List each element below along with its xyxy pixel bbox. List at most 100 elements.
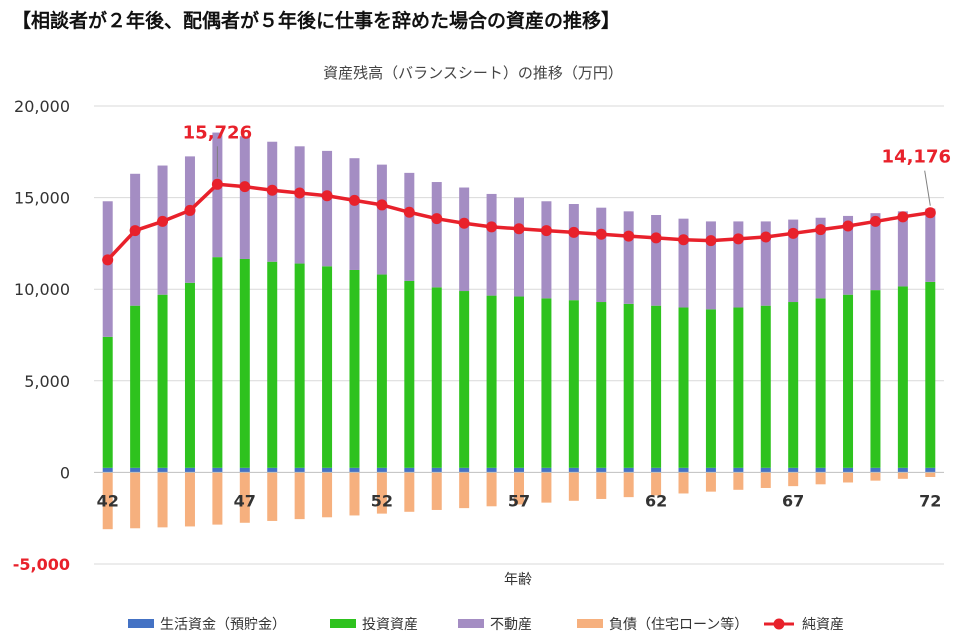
value-callouts: 15,726 14,176 [183, 122, 951, 206]
legend-swatch-real_estate [458, 619, 484, 628]
bar-segment-cash [733, 467, 744, 473]
bar-segment-debt [102, 472, 113, 530]
bar-segment-debt [897, 472, 908, 479]
bar-segment-cash [705, 467, 716, 473]
net-assets-point [678, 234, 690, 246]
bar-segment-debt [184, 472, 195, 527]
net-assets-point [129, 225, 141, 237]
bar-segment-debt [925, 472, 936, 477]
bar-segment-investment [897, 286, 908, 468]
bar-segment-debt [733, 472, 744, 490]
net-assets-point [184, 204, 196, 216]
net-assets-point [403, 206, 415, 218]
bar-segment-debt [541, 472, 552, 503]
bar-segment-investment [623, 303, 634, 468]
legend-label: 負債（住宅ローン等） [609, 616, 748, 633]
bar-segment-cash [322, 467, 333, 473]
bar-segment-cash [541, 467, 552, 473]
net-assets-point [595, 228, 607, 240]
net-assets-point [157, 215, 169, 227]
bar-segment-real_estate [486, 193, 497, 296]
bar-segment-real_estate [514, 197, 524, 297]
legend-label: 純資産 [802, 617, 844, 633]
net-assets-point [924, 207, 936, 219]
net-assets-point [266, 184, 278, 196]
bar-segment-investment [184, 282, 195, 468]
bar-segment-debt [349, 472, 360, 516]
legend-swatch-marker [773, 618, 785, 630]
bar-segment-cash [157, 467, 168, 473]
bar-segment-real_estate [623, 211, 634, 304]
bar-segment-real_estate [349, 158, 360, 270]
bar-segment-debt [596, 472, 607, 499]
bar-segment-investment [102, 336, 113, 468]
bar-segment-cash [376, 467, 387, 473]
bar-segment-cash [760, 467, 771, 473]
bar-segment-cash [623, 467, 634, 473]
bar-segment-debt [760, 472, 771, 488]
bar-segment-real_estate [376, 164, 387, 275]
bar-segment-investment [239, 258, 250, 468]
bar-segment-debt [239, 472, 250, 523]
net-assets-point [321, 190, 333, 202]
bar-segment-real_estate [870, 213, 881, 291]
x-axis-age-ticks: 42 47 52 57 62 67 72 [97, 491, 942, 510]
net-assets-point [732, 233, 744, 245]
bar-segment-cash [184, 467, 195, 473]
bar-segment-debt [514, 472, 524, 505]
bar-segment-real_estate [760, 221, 771, 306]
bar-segment-real_estate [815, 217, 826, 299]
chart-title: 資産残高（バランスシート）の推移（万円） [323, 64, 623, 82]
bar-segment-cash [294, 467, 305, 473]
y-tick-label: 20,000 [14, 97, 70, 116]
bar-segment-investment [157, 294, 168, 468]
bar-segment-cash [870, 467, 881, 473]
x-tick-label: 57 [508, 491, 530, 510]
bar-segment-cash [788, 467, 799, 473]
net-assets-point [211, 178, 223, 190]
page-heading: 【相談者が２年後、配偶者が５年後に仕事を辞めた場合の資産の推移】 [12, 10, 621, 32]
bar-segment-debt [788, 472, 799, 487]
bar-segment-real_estate [157, 165, 168, 295]
bar-segment-cash [925, 467, 936, 473]
bar-segment-investment [788, 302, 799, 468]
x-tick-label: 67 [782, 491, 804, 510]
bar-segment-cash [651, 467, 662, 473]
bar-segment-debt [376, 472, 387, 514]
bar-segment-investment [733, 307, 744, 468]
bar-segment-real_estate [788, 219, 799, 303]
net-assets-point [540, 225, 552, 237]
bar-segment-cash [404, 467, 415, 473]
bar-segment-investment [843, 294, 854, 468]
bar-segment-debt [459, 472, 470, 509]
bar-segment-investment [705, 309, 716, 468]
bar-segment-investment [760, 305, 771, 468]
bar-segment-investment [486, 295, 497, 468]
net-assets-point [376, 199, 388, 211]
bar-segment-debt [212, 472, 223, 525]
bar-segment-investment [376, 274, 387, 468]
bar-segment-real_estate [130, 173, 141, 306]
legend-label: 投資資産 [362, 617, 418, 633]
bar-segment-real_estate [925, 208, 936, 282]
bar-segment-real_estate [431, 182, 442, 288]
x-tick-label: 72 [919, 491, 941, 510]
bar-segment-investment [212, 257, 223, 468]
y-tick-label: 15,000 [14, 189, 70, 208]
bar-segment-debt [815, 472, 826, 485]
bar-segment-real_estate [733, 221, 744, 308]
net-assets-point [650, 232, 662, 244]
net-assets-point [294, 187, 306, 199]
bar-segment-cash [815, 467, 826, 473]
x-tick-label: 52 [371, 491, 393, 510]
bar-segment-investment [404, 280, 415, 468]
bar-segment-investment [596, 302, 607, 468]
y-tick-label: 0 [60, 463, 70, 482]
y-axis-ticks: 20,000 15,000 10,000 5,000 0 -5,000 [13, 97, 70, 574]
bar-segment-debt [705, 472, 716, 492]
net-assets-point [458, 217, 470, 229]
bar-segment-debt [322, 472, 333, 518]
net-assets-point [705, 235, 717, 247]
bar-segment-real_estate [459, 187, 470, 292]
net-assets-point [623, 230, 635, 242]
